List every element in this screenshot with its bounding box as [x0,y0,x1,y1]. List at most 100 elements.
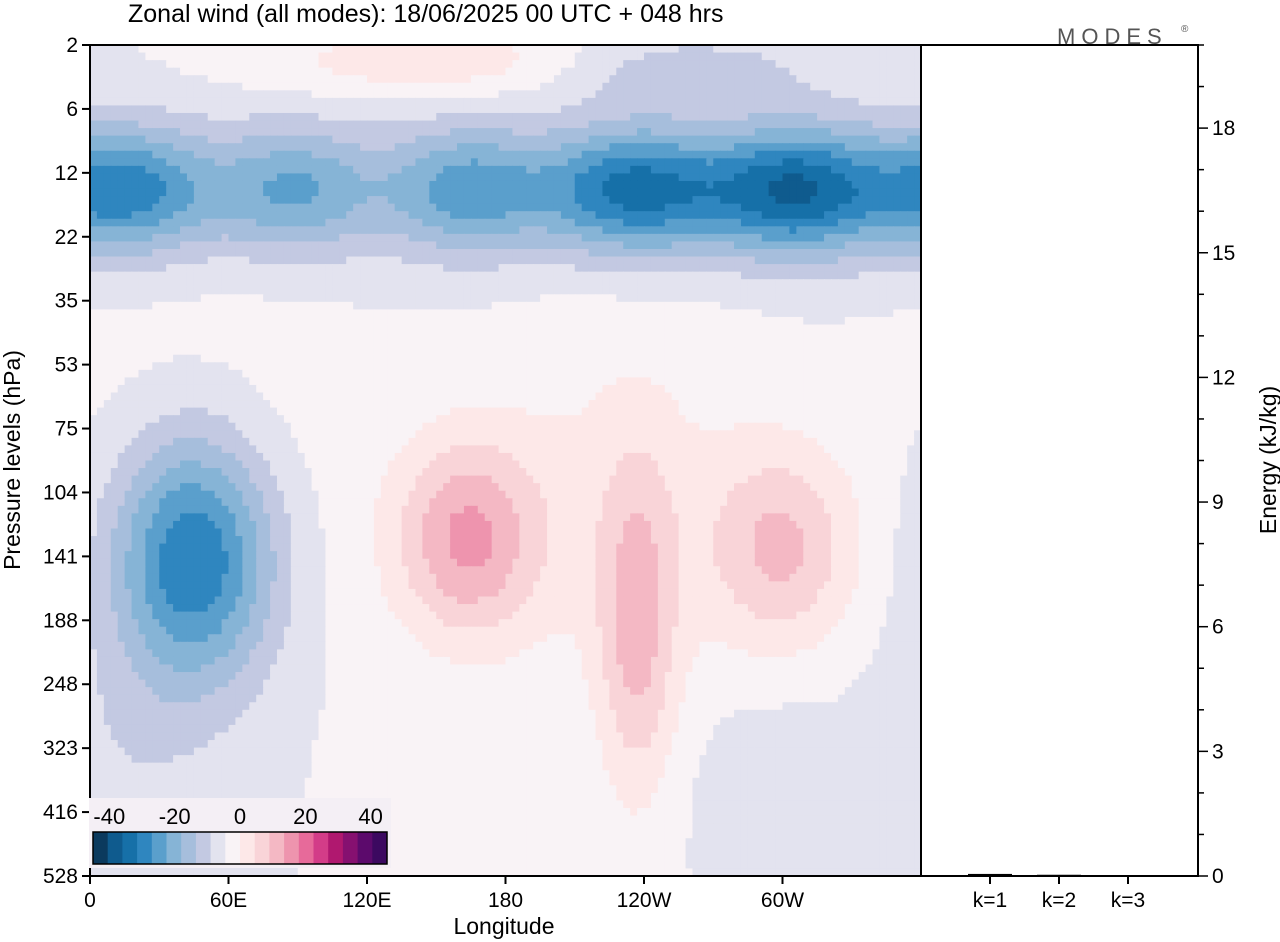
heatmap-cell [595,150,604,159]
heatmap-cell [131,248,140,258]
heatmap-cell [290,218,299,227]
heatmap-cell [602,301,610,310]
heatmap-cell [664,233,673,243]
heatmap-cell [214,112,223,122]
heatmap-cell [519,294,527,303]
heatmap-cell [360,112,368,122]
heatmap-cell [526,75,534,84]
heatmap-cell [657,90,666,99]
heatmap-cell [907,188,915,197]
heatmap-cell [581,256,590,265]
heatmap-cell [339,248,347,258]
heatmap-cell [533,309,541,318]
heatmap-cell [415,45,423,54]
heatmap-cell [692,203,700,212]
heatmap-cell [186,211,195,220]
heatmap-cell [824,339,832,348]
heatmap-cell [484,60,493,69]
heatmap-cell [830,241,839,250]
heatmap-cell [581,226,590,235]
heatmap-cell [789,173,797,182]
heatmap-cell [547,226,555,235]
heatmap-cell [325,128,333,137]
heatmap-cell [408,128,417,137]
heatmap-cell [90,90,98,99]
heatmap-cell [775,218,784,227]
heatmap-cell [263,120,271,129]
heatmap-cell [380,143,389,152]
heatmap-cell [858,45,867,54]
heatmap-cell [124,211,133,220]
heatmap-cell [533,218,541,227]
heatmap-cell [443,180,451,190]
heatmap-cell [540,286,548,295]
heatmap-cell [796,112,804,122]
heatmap-cell [630,196,638,205]
heatmap-cell [560,75,569,84]
heatmap-cell [470,332,479,341]
heatmap-cell [346,105,354,114]
heatmap-cell [304,241,313,250]
heatmap-cell [394,180,403,190]
heatmap-cell [858,150,867,159]
heatmap-cell [228,158,237,167]
heatmap-cell [380,90,389,99]
heatmap-cell [443,309,451,318]
heatmap-cell [886,120,894,129]
heatmap-cell [429,75,437,84]
heatmap-cell [547,180,555,190]
heatmap-cell [103,60,112,69]
heatmap-cell [90,105,98,114]
heatmap-cell [311,52,320,61]
heatmap-cell [450,165,458,175]
heatmap-cell [131,82,140,91]
heatmap-cell [159,264,167,273]
heatmap-cell [616,165,624,175]
heatmap-cell [311,67,320,76]
heatmap-cell [803,143,811,152]
heatmap-cell [553,233,562,243]
heatmap-cell [325,52,333,61]
heatmap-cell [90,188,98,197]
heatmap-cell [311,294,320,303]
heatmap-cell [803,286,811,295]
heatmap-cell [422,271,430,280]
heatmap-cell [339,286,347,295]
heatmap-cell [734,75,742,84]
heatmap-cell [401,158,410,167]
heatmap-cell [159,105,167,114]
heatmap-cell [713,316,721,326]
heatmap-cell [664,203,673,212]
heatmap-cell [263,309,271,318]
heatmap-cell [152,256,160,265]
heatmap-cell [810,233,818,243]
heatmap-cell [124,241,133,250]
heatmap-cell [817,97,825,107]
heatmap-cell [443,120,451,129]
heatmap-cell [200,301,209,310]
heatmap-cell [325,196,333,205]
heatmap-cell [103,67,112,76]
heatmap-cell [817,82,825,91]
heatmap-cell [498,256,507,265]
heatmap-cell [900,294,908,303]
heatmap-cell [450,150,458,159]
heatmap-cell [470,120,479,129]
heatmap-cell [553,309,562,318]
heatmap-cell [609,233,617,243]
heatmap-cell [851,60,860,69]
heatmap-cell [367,233,375,243]
heatmap-cell [900,90,908,99]
heatmap-cell [858,256,867,265]
heatmap-cell [180,60,188,69]
heatmap-cell [463,248,472,258]
heatmap-cell [789,233,797,243]
heatmap-cell [90,264,98,273]
heatmap-cell [720,90,728,99]
heatmap-cell [727,45,735,54]
heatmap-cell [242,67,250,76]
heatmap-cell [754,75,763,84]
heatmap-cell [713,82,721,91]
heatmap-cell [214,256,223,265]
heatmap-cell [810,165,818,175]
